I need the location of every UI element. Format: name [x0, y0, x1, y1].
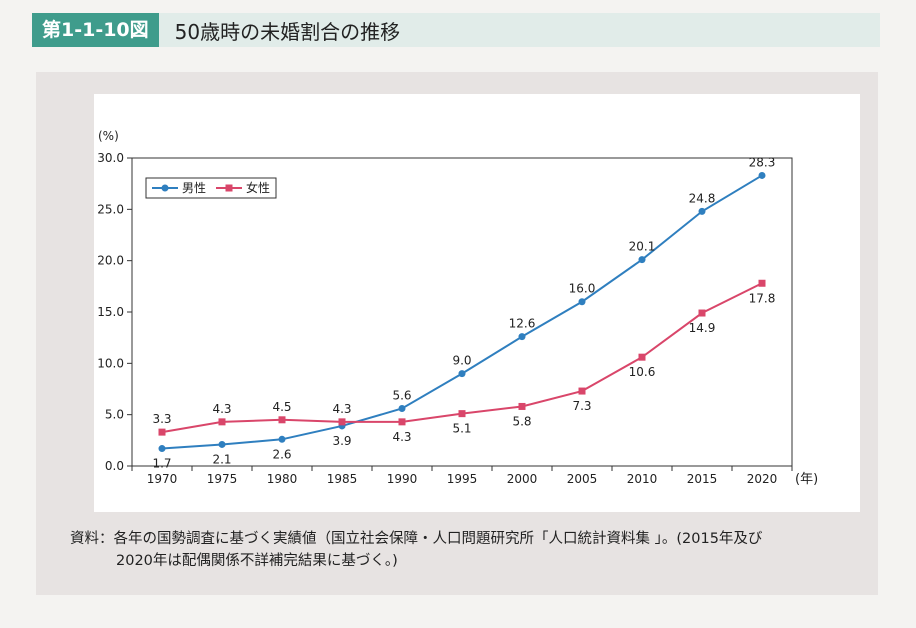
data-point-male: [698, 207, 706, 215]
data-label-female: 5.1: [452, 422, 471, 436]
data-point-male: [398, 405, 406, 413]
data-label-male: 2.1: [212, 452, 231, 466]
data-label-male: 3.9: [332, 434, 351, 448]
data-point-male: [218, 440, 226, 448]
data-point-female: [578, 387, 586, 395]
y-tick-label: 30.0: [97, 151, 124, 165]
data-point-male: [518, 333, 526, 341]
x-tick-label: 2000: [507, 472, 538, 486]
y-tick-label: 20.0: [97, 254, 124, 268]
x-tick-label: 2010: [627, 472, 658, 486]
data-label-male: 28.3: [749, 155, 776, 169]
data-label-female: 17.8: [749, 291, 776, 305]
data-label-male: 5.6: [392, 389, 411, 403]
legend-marker-female: [225, 184, 233, 192]
x-tick-label: 1985: [327, 472, 358, 486]
data-label-male: 12.6: [509, 317, 536, 331]
data-label-female: 4.5: [272, 400, 291, 414]
data-point-male: [758, 171, 766, 179]
series-line-male: [161, 174, 763, 450]
data-point-female: [518, 402, 526, 410]
data-point-female: [278, 416, 286, 424]
data-point-female: [398, 418, 406, 426]
legend-marker-male: [161, 184, 169, 192]
data-label-female: 4.3: [392, 430, 411, 444]
data-label-female: 7.3: [572, 399, 591, 413]
data-label-male: 16.0: [569, 282, 596, 296]
data-point-male: [458, 370, 466, 378]
data-point-female: [338, 418, 346, 426]
data-point-male: [158, 445, 166, 453]
legend-box: [145, 177, 277, 199]
legend-label-female: 女性: [246, 180, 270, 195]
data-point-female: [218, 418, 226, 426]
data-label-male: 1.7: [152, 457, 171, 471]
figure-number-label: 第1-1-10図: [32, 13, 159, 47]
y-tick-label: 25.0: [97, 202, 124, 216]
x-tick-label: 2015: [687, 472, 718, 486]
figure-header: 第1-1-10図 50歳時の未婚割合の推移: [32, 13, 880, 47]
y-axis-unit-label: (%): [98, 129, 119, 143]
x-axis-unit-label: (年): [795, 472, 818, 487]
data-label-female: 4.3: [332, 402, 351, 416]
data-label-male: 24.8: [689, 191, 716, 205]
legend-label-male: 男性: [182, 181, 206, 195]
x-tick-label: 1990: [387, 472, 418, 486]
data-point-female: [458, 410, 466, 418]
data-label-female: 3.3: [152, 412, 171, 426]
data-point-female: [758, 279, 766, 287]
data-point-female: [158, 428, 166, 436]
figure-title: 50歳時の未婚割合の推移: [174, 19, 401, 44]
data-point-female: [698, 309, 706, 317]
x-tick-label: 1980: [267, 472, 298, 486]
y-tick-label: 5.0: [105, 408, 124, 422]
data-label-female: 10.6: [629, 365, 656, 379]
y-tick-label: 10.0: [97, 356, 124, 370]
data-label-male: 9.0: [452, 354, 471, 368]
x-tick-label: 1970: [147, 472, 178, 486]
y-tick-label: 0.0: [105, 459, 124, 473]
data-label-female: 5.8: [512, 414, 531, 428]
data-point-male: [578, 298, 586, 306]
x-tick-label: 1975: [207, 472, 238, 486]
x-tick-label: 2005: [567, 472, 598, 486]
data-label-female: 14.9: [689, 321, 716, 335]
x-tick-label: 1995: [447, 472, 478, 486]
data-label-male: 2.6: [272, 447, 291, 461]
data-label-male: 20.1: [629, 240, 656, 254]
data-point-male: [278, 435, 286, 443]
data-point-female: [638, 353, 646, 361]
source-note-line-2: 2020年は配偶関係不詳補完結果に基づく。): [116, 553, 398, 569]
x-tick-label: 2020: [747, 472, 778, 486]
legend: 男性 女性: [145, 177, 277, 199]
y-tick-label: 15.0: [97, 305, 124, 319]
source-note: 資料：各年の国勢調査に基づく実績値（国立社会保障・人口問題研究所「人口統計資料集…: [70, 528, 870, 572]
data-label-female: 4.3: [212, 402, 231, 416]
data-point-male: [638, 256, 646, 264]
source-note-line-1: 資料：各年の国勢調査に基づく実績値（国立社会保障・人口問題研究所「人口統計資料集…: [70, 531, 763, 547]
